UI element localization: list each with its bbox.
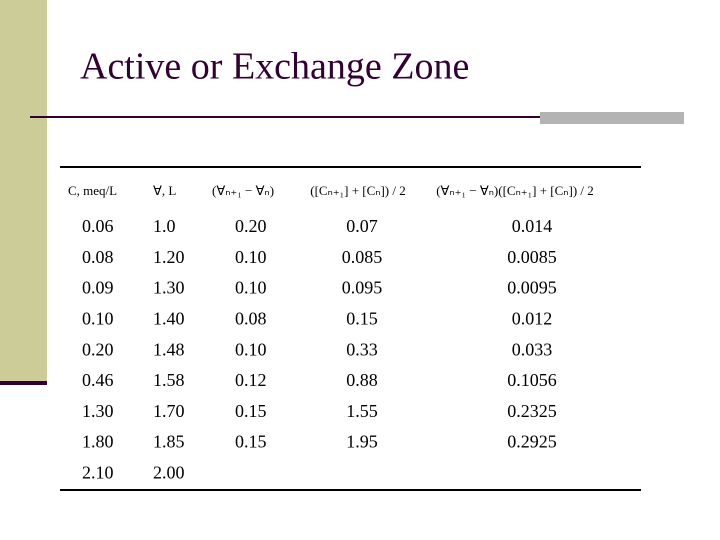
header-cell: C, meq/L: [68, 183, 117, 198]
table-cell: 0.08: [82, 247, 114, 267]
table-cell: 0.20: [235, 216, 267, 236]
table-cell: 0.012: [512, 309, 553, 329]
title-accent: [540, 112, 684, 124]
table-cell: 0.88: [346, 370, 378, 390]
table-cell: 0.0095: [507, 278, 557, 298]
table-cell: 0.2325: [507, 401, 557, 421]
header-cell: ∀, L: [153, 183, 176, 198]
table-cell: 0.15: [235, 401, 267, 421]
header-cell: ([Cₙ₊₁] + [Cₙ]) / 2: [310, 183, 406, 198]
table-cell: 2.00: [153, 463, 185, 483]
table-cell: 0.0085: [507, 247, 557, 267]
table-cell: 0.10: [235, 339, 267, 359]
title-rule: [30, 116, 542, 118]
table-cell: 1.70: [153, 401, 185, 421]
table-cell: 0.07: [346, 216, 378, 236]
table-cell: 1.30: [153, 278, 185, 298]
table-cell: 0.46: [82, 370, 114, 390]
table-cell: 1.58: [153, 370, 185, 390]
table-cell: 0.033: [512, 339, 553, 359]
table-cell: 1.80: [82, 432, 114, 452]
table-top-rule: [60, 166, 641, 168]
table-cell: 1.55: [346, 401, 378, 421]
table-cell: 0.15: [235, 432, 267, 452]
table-cell: 0.085: [342, 247, 383, 267]
header-cell: (∀ₙ₊₁ − ∀ₙ): [212, 183, 274, 198]
table-cell: 0.20: [82, 339, 114, 359]
table-cell: 1.95: [346, 432, 378, 452]
table-cell: 1.48: [153, 339, 185, 359]
side-bar: [0, 0, 47, 383]
table-cell: 1.85: [153, 432, 185, 452]
table-cell: 1.30: [82, 401, 114, 421]
table-cell: 0.15: [346, 309, 378, 329]
table-cell: 0.014: [512, 216, 553, 236]
header-cell: (∀ₙ₊₁ − ∀ₙ)([Cₙ₊₁] + [Cₙ]) / 2: [436, 183, 594, 198]
table-cell: 0.2925: [507, 432, 557, 452]
table-cell: 0.06: [82, 216, 114, 236]
table-bottom-rule: [60, 489, 641, 491]
table-cell: 0.33: [346, 339, 378, 359]
table-cell: 0.10: [82, 309, 114, 329]
table-cell: 1.20: [153, 247, 185, 267]
table-cell: 1.40: [153, 309, 185, 329]
slide-title: Active or Exchange Zone: [80, 46, 469, 88]
table-cell: 0.095: [342, 278, 383, 298]
table-cell: 0.10: [235, 278, 267, 298]
table-cell: 0.10: [235, 247, 267, 267]
table-cell: 0.09: [82, 278, 114, 298]
side-accent: [0, 381, 47, 385]
table-cell: 0.12: [235, 370, 267, 390]
table-cell: 2.10: [82, 463, 114, 483]
table-cell: 0.1056: [507, 370, 557, 390]
table-cell: 0.08: [235, 309, 267, 329]
table-cell: 1.0: [153, 216, 176, 236]
